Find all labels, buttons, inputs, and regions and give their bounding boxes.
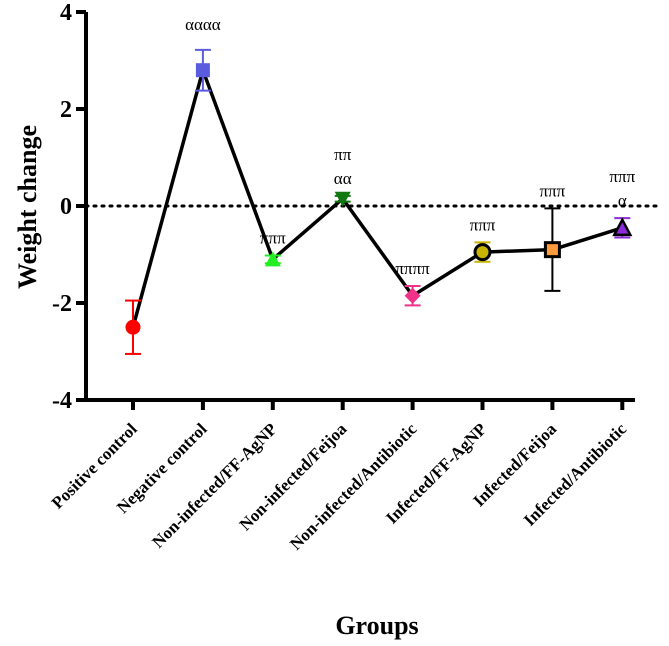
series-line <box>131 68 623 328</box>
x-category-label: Non-infected/FF-AgNP <box>148 419 280 551</box>
significance-annotation: α <box>618 191 627 210</box>
data-point-square <box>195 63 210 78</box>
data-point-triangle-up <box>264 251 281 267</box>
y-tick-label: -4 <box>52 388 72 414</box>
y-tick-label: 4 <box>60 0 72 26</box>
data-point-square <box>543 241 561 259</box>
data-point-circle <box>473 243 492 262</box>
significance-annotation: ππ <box>334 145 352 164</box>
y-axis-title: Weight change <box>13 125 42 289</box>
significance-annotation: πππ <box>470 215 496 234</box>
significance-annotation: αα <box>334 169 352 188</box>
significance-annotation: πππ <box>609 167 635 186</box>
significance-annotation: πππ <box>540 181 566 200</box>
significance-annotation: ππππ <box>395 259 430 278</box>
data-point-diamond <box>404 287 421 304</box>
x-axis-title: Groups <box>335 611 418 640</box>
data-point-triangle-up <box>612 217 633 237</box>
significance-annotation: αααα <box>185 15 221 34</box>
y-tick-label: 2 <box>60 97 72 123</box>
data-point-triangle-down <box>334 191 351 207</box>
x-category-label: Non-infected/Antibiotic <box>286 419 421 554</box>
data-point-circle <box>125 319 141 335</box>
y-tick-label: 0 <box>60 194 72 220</box>
significance-annotation: πππ <box>260 228 286 247</box>
y-tick-label: -2 <box>52 291 72 317</box>
